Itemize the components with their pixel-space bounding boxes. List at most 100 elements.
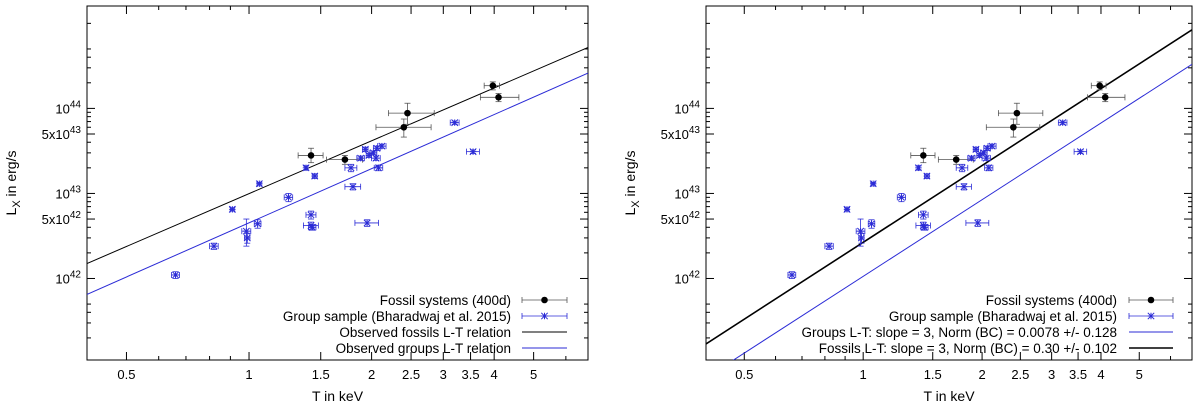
group-point [243,232,251,244]
group-point [228,205,236,213]
star-marker-d2 [451,119,459,127]
x-tick-label: 1 [860,367,867,382]
group-point [344,163,358,173]
y-axis-label-main: L [3,207,19,215]
group-point [377,142,387,150]
relation-line [87,72,588,295]
y-axis-label-subscript: X [11,200,23,208]
group-point [914,164,922,172]
group-point [311,172,319,180]
y-tick-base: 10 [55,212,69,227]
star-marker-d2 [919,211,927,219]
star-marker-d2 [308,223,316,231]
fossil-marker [489,82,497,89]
x-tick-label: 2 [368,367,375,382]
y-tick-exponent: 43 [70,184,82,195]
star-marker-d2 [825,242,833,250]
y-tick-exponent: 44 [70,99,82,110]
group-point [308,223,317,231]
star-marker-d2 [349,183,357,191]
group-point [867,219,876,229]
star-marker-d2 [857,227,865,235]
x-tick-label: 3 [1048,367,1055,382]
group-point [344,183,362,191]
y-tick-label: 1044 [674,99,700,116]
fossil-point [937,155,974,165]
legend-dot-marker [541,296,548,304]
x-tick-label: 5 [530,367,537,382]
x-tick-label: 5 [1136,367,1143,382]
x-tick-label: 2 [978,367,985,382]
y-axis-label-main: L [622,207,638,215]
y-tick-base: 10 [55,271,69,286]
star-marker-d2 [372,154,380,162]
y-tick-base: 10 [55,186,69,201]
fossil-marker [1013,109,1021,117]
x-tick-label: 4 [1097,367,1104,382]
legend-label: Fossil systems (400d) [380,293,511,308]
legend-label: Group sample (Bharadwaj et al. 2015) [283,309,511,324]
star-marker-d2 [923,172,931,180]
y-tick-exponent: 43 [689,184,701,195]
legend: Fossil systems (400d)Group sample (Bhara… [801,293,1174,356]
plot-area [706,29,1192,360]
star-marker-d2 [347,164,355,172]
y-tick-base: 10 [55,127,69,142]
y-tick-exponent: 44 [689,99,701,110]
group-point [843,205,851,213]
fossil-marker [307,152,315,159]
group-point [955,163,969,173]
fossil-point [479,93,520,103]
fossil-marker [1101,94,1109,101]
fossil-point [375,118,432,138]
group-point [255,180,263,188]
y-tick-mantissa: 5x [661,212,675,227]
y-tick-label: 5x1043 [42,125,82,142]
group-point [855,218,866,247]
star-marker-d2 [974,219,982,227]
group-point [171,271,180,279]
group-point [371,154,381,162]
legend-star-marker [1147,312,1155,320]
star-marker-d2 [843,205,851,213]
y-tick-mantissa: 5x [42,212,56,227]
group-point [965,219,990,227]
x-tick-label: 0.5 [735,367,753,382]
group-point [466,148,480,156]
star-marker-d2 [378,142,386,150]
group-point [356,154,365,162]
y-tick-base: 10 [674,186,688,201]
y-tick-exponent: 42 [689,269,701,280]
star-marker-d2 [302,164,310,172]
x-tick-label: 2.5 [1011,367,1029,382]
star-marker-d2 [307,211,315,219]
group-point [869,180,877,188]
fossil-point [388,102,435,125]
legend-label: Groups L-T: slope = 3, Norm (BC) = 0.007… [801,325,1117,340]
x-tick-label: 1.5 [312,367,330,382]
y-tick-base: 10 [674,127,688,142]
star-marker-d2 [920,223,929,231]
fossil-marker [495,94,502,101]
group-point [981,154,991,162]
star-marker-d2 [988,142,996,150]
star-marker-d2 [869,180,877,188]
fossil-point [998,102,1044,125]
fossil-marker [1096,82,1103,89]
fossil-marker [400,123,408,131]
star-marker-d2 [363,219,371,227]
y-tick-label: 5x1043 [661,125,701,142]
star-marker-d2 [255,180,263,188]
fossil-point [1090,81,1107,91]
group-point [824,242,834,250]
star-marker-d2 [897,193,906,201]
legend-label: Fossils L-T: slope = 3, Norm (BC) = 0.30… [819,341,1117,356]
star-marker-d2 [243,234,251,242]
group-point [896,193,906,203]
group-point [920,223,929,231]
star-marker-d2 [982,154,990,162]
star-marker-d2 [284,193,293,201]
fossil-marker [341,156,349,163]
star-marker-d2 [972,145,980,153]
fossil-point [1087,93,1126,103]
